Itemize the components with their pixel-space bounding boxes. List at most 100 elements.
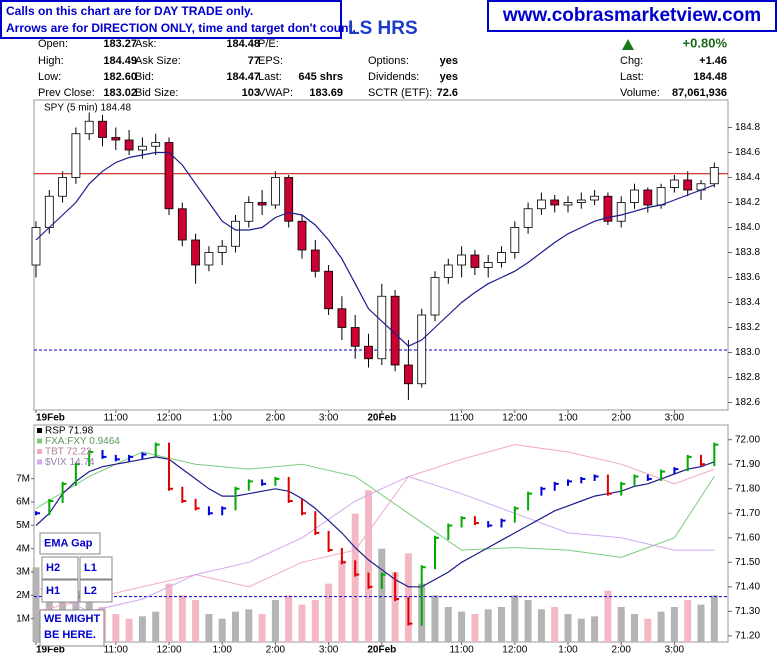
volume-bar — [697, 604, 705, 642]
volume-bar — [351, 513, 359, 642]
quote-label: Bid: — [135, 71, 154, 83]
quote-label: High: — [38, 55, 64, 67]
volume-bar — [112, 614, 120, 642]
rsp-bar — [434, 535, 439, 570]
volume-bar — [458, 611, 466, 642]
volume-bar — [604, 590, 612, 642]
rsp-bar — [567, 479, 572, 486]
x-tick-label: 3:00 — [319, 413, 339, 424]
quote-label: Open: — [38, 38, 68, 50]
x-tick-label: 1:00 — [558, 645, 578, 656]
volume-bar — [484, 609, 492, 642]
rsp-bar — [660, 469, 666, 481]
volume-bar — [524, 600, 532, 642]
candle-body — [257, 202, 267, 206]
volume-bar — [232, 611, 239, 642]
rsp-bar — [540, 486, 546, 496]
rsp-bar — [553, 481, 559, 491]
notice-line: Arrows are for DIRECTION ONLY, time and … — [6, 21, 356, 35]
quote-label: Ask Size: — [135, 55, 181, 67]
volume-bar — [298, 604, 306, 642]
candle-body — [550, 199, 560, 206]
rsp-bar — [141, 452, 147, 459]
candle-body — [310, 249, 320, 272]
quote-value: 184.48 — [226, 38, 260, 50]
volume-tick-label: 3M — [16, 567, 30, 578]
quote-value: 103 — [242, 87, 260, 99]
rsp-bar — [154, 442, 160, 457]
candle-body — [151, 142, 161, 147]
y-tick-label: 71.40 — [735, 581, 760, 592]
x-tick-label: 1:00 — [558, 413, 578, 424]
y-tick-label: 184.8 — [735, 122, 760, 133]
candle-body — [177, 208, 187, 241]
rsp-bar — [314, 511, 320, 535]
quote-label: Volume: — [620, 87, 660, 99]
candle-body — [44, 195, 54, 228]
rsp-bar — [48, 499, 54, 516]
rsp-bar — [287, 476, 293, 504]
rsp-bar — [633, 474, 639, 486]
quote-value: 184.49 — [103, 55, 137, 67]
quote-value: +1.46 — [699, 55, 727, 67]
volume-bar — [205, 614, 213, 642]
x-tick-label: 12:00 — [502, 413, 527, 424]
rsp-bar — [221, 506, 227, 516]
quote-change: +0.80% — [683, 35, 728, 50]
quote-value: 183.02 — [103, 87, 137, 99]
candle-body — [656, 187, 666, 206]
volume-bar — [644, 618, 652, 642]
y-tick-label: 183.4 — [735, 297, 760, 308]
candle-body — [590, 195, 599, 201]
candle-body — [483, 262, 493, 268]
legend-swatch — [37, 449, 42, 454]
rsp-bar — [473, 516, 479, 526]
rsp-bar — [194, 499, 200, 511]
rsp-bar — [101, 449, 107, 459]
y-tick-label: 183.8 — [735, 247, 760, 258]
annotation-text: H2 — [46, 562, 60, 574]
y-tick-label: 184.2 — [735, 197, 760, 208]
volume-tick-label: 4M — [16, 543, 30, 554]
volume-bar — [657, 611, 665, 642]
quote-value: 87,061,936 — [672, 87, 727, 99]
website-box — [487, 0, 777, 32]
quote-label: Ask: — [135, 38, 156, 50]
volume-bar — [152, 611, 160, 642]
y-tick-label: 71.80 — [735, 483, 760, 494]
rsp-bar — [247, 479, 253, 491]
notice-box — [0, 0, 342, 39]
quote-label: Dividends: — [368, 71, 419, 83]
rsp-bar — [420, 565, 426, 626]
volume-bar — [564, 614, 572, 642]
y-tick-label: 183.0 — [735, 347, 760, 358]
quote-value: yes — [440, 71, 458, 83]
annotation-box — [79, 556, 113, 580]
volume-bar — [537, 609, 545, 642]
volume-tick-label: 2M — [16, 590, 30, 601]
legend-entry: TBT 72.22 — [45, 447, 92, 458]
y-tick-label: 71.70 — [735, 508, 760, 519]
volume-bar — [258, 614, 266, 642]
volume-bar — [338, 560, 346, 642]
rsp-bar — [128, 454, 134, 462]
quote-label: SCTR (ETF): — [368, 87, 432, 99]
quote-label: Chg: — [620, 55, 643, 67]
volume-bar — [285, 595, 293, 642]
candle-body — [217, 245, 227, 253]
candle-body — [191, 239, 201, 266]
candle-body — [630, 189, 639, 203]
annotation-box — [41, 556, 79, 580]
candle-body — [164, 142, 174, 210]
candle-body — [563, 202, 573, 206]
panel-label: SPY (5 min) 184.48 — [44, 103, 132, 114]
rsp-bar — [673, 467, 679, 474]
moving-average — [35, 456, 715, 588]
x-tick-label: 19Feb — [36, 413, 65, 424]
rsp-bar — [88, 449, 94, 467]
quote-label: Low: — [38, 71, 61, 83]
rsp-bar — [74, 462, 80, 486]
legend-entry: $VIX 14.74 — [45, 457, 95, 468]
note-text: WE MIGHT — [44, 613, 100, 625]
candle-body — [31, 227, 41, 266]
